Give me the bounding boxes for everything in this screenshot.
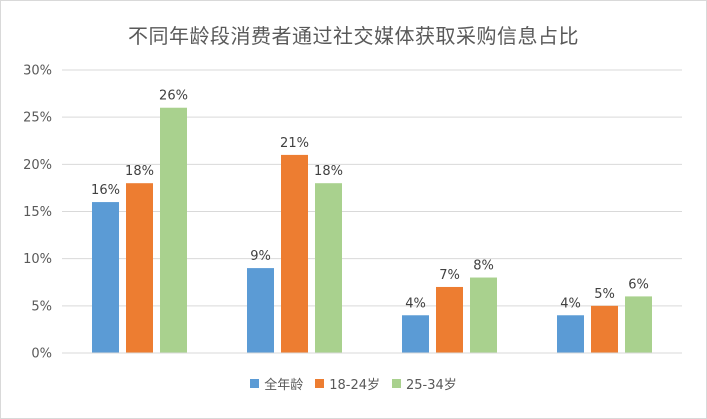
legend-item-all-ages: 全年龄 xyxy=(250,374,303,393)
data-label: 16% xyxy=(91,183,120,198)
bar xyxy=(591,305,618,353)
bar xyxy=(92,202,119,353)
data-label: 6% xyxy=(628,277,649,292)
data-label: 21% xyxy=(280,136,309,151)
y-tick-label: 30% xyxy=(23,64,52,79)
data-label: 8% xyxy=(473,259,494,274)
data-label: 18% xyxy=(314,164,343,179)
data-label: 5% xyxy=(594,287,615,302)
data-label: 18% xyxy=(125,164,154,179)
bar xyxy=(625,296,652,353)
legend-item-18-24: 18-24岁 xyxy=(315,374,380,393)
chart-legend: 全年龄 18-24岁 25-34岁 xyxy=(0,374,707,393)
legend-label-all-ages: 全年龄 xyxy=(264,378,304,393)
y-tick-label: 5% xyxy=(31,299,52,314)
legend-swatch-18-24 xyxy=(315,379,325,388)
bar xyxy=(247,268,274,353)
legend-swatch-all-ages xyxy=(250,379,260,388)
y-tick-label: 20% xyxy=(23,158,52,173)
bar xyxy=(126,183,153,353)
bar xyxy=(315,183,342,353)
bar xyxy=(281,154,308,353)
bar xyxy=(402,315,429,353)
y-tick-label: 10% xyxy=(23,252,52,267)
data-label: 4% xyxy=(560,296,581,311)
legend-label-25-34: 25-34岁 xyxy=(406,378,457,393)
bar xyxy=(436,286,463,353)
legend-item-25-34: 25-34岁 xyxy=(392,374,457,393)
bar xyxy=(470,277,497,353)
chart-title: 不同年龄段消费者通过社交媒体获取采购信息占比 xyxy=(128,24,579,48)
data-label: 7% xyxy=(439,268,460,283)
data-label: 4% xyxy=(405,296,426,311)
data-label: 9% xyxy=(250,249,271,264)
y-tick-label: 25% xyxy=(23,111,52,126)
y-tick-label: 0% xyxy=(31,347,52,362)
bar xyxy=(160,107,187,353)
bar xyxy=(557,315,584,353)
legend-label-18-24: 18-24岁 xyxy=(329,378,380,393)
data-label: 26% xyxy=(159,89,188,104)
legend-swatch-25-34 xyxy=(392,379,401,388)
y-tick-label: 15% xyxy=(23,205,52,220)
